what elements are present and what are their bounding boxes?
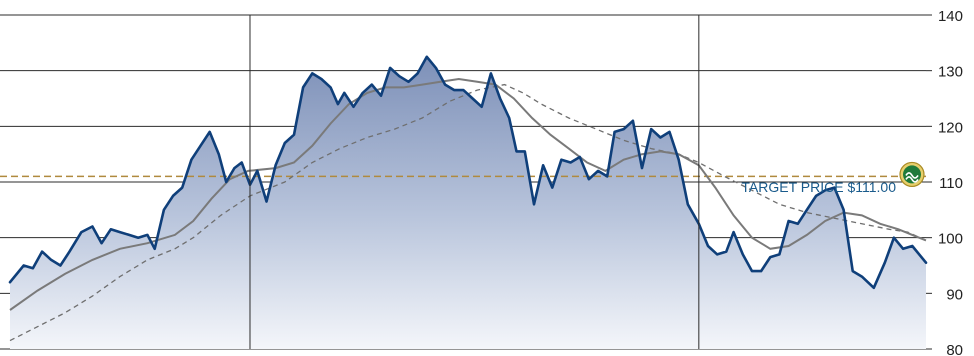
target-badge-icon xyxy=(899,161,925,188)
y-tick-label-110: 110 xyxy=(939,175,963,192)
price-area xyxy=(10,56,926,350)
y-tick-label-90: 90 xyxy=(946,286,963,303)
moving-average-dashed-line xyxy=(9,83,927,342)
period-dividers xyxy=(249,15,700,349)
moving-averages xyxy=(9,77,927,342)
y-tick-label-120: 120 xyxy=(938,119,963,136)
moving-average-solid-line xyxy=(9,77,927,311)
price-line xyxy=(8,55,928,290)
target-badge-wave-1 xyxy=(905,172,919,179)
y-tick-label-130: 130 xyxy=(938,64,963,81)
y-tick-label-100: 100 xyxy=(938,231,963,248)
price-series-line xyxy=(8,55,928,290)
target-badge-wave-2 xyxy=(905,176,919,183)
target-price-label: TARGET PRICE $111.00 xyxy=(741,179,896,195)
price-area-fill xyxy=(10,56,926,350)
y-tick-label-140: 140 xyxy=(938,8,963,25)
labels: TARGET PRICE $111.00 80 90 100 110 120 130 140 xyxy=(741,8,963,356)
y-tick-label-80: 80 xyxy=(946,342,963,356)
